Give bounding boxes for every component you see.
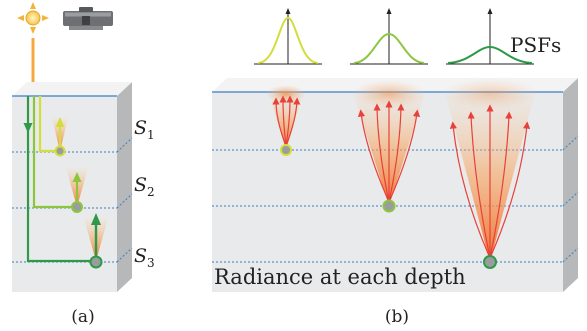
downward-arrowhead: [23, 123, 33, 133]
depth-points-a: [54, 145, 103, 269]
panel-b: PSFs: [212, 8, 579, 327]
upward-arrows-a: [55, 117, 101, 258]
layer-label-s1: S1: [134, 117, 155, 142]
psf-curve-narrow: [257, 16, 319, 64]
caption-a: (a): [71, 307, 94, 327]
caption-b: (b): [385, 307, 409, 327]
block-a-side: [117, 82, 132, 292]
depth-points-b: [280, 144, 497, 269]
psf-plots: [254, 8, 534, 65]
light-source-icon: [17, 2, 49, 34]
camera-icon: [63, 7, 113, 30]
panel-a: S1 S2 S3 (a): [12, 2, 155, 327]
psf-label: PSFs: [510, 33, 561, 57]
radiance-label: Radiance at each depth: [214, 265, 466, 289]
layer-label-s2: S2: [134, 174, 155, 199]
layer-label-s3: S3: [134, 245, 155, 270]
psf-curve-medium: [353, 32, 425, 64]
subsurface-light-paths: [26, 96, 96, 263]
block-a-top: [12, 82, 132, 96]
psf-curve-wide: [447, 45, 533, 64]
scattered-rays-b: [272, 95, 531, 259]
block-b-side: [563, 78, 578, 292]
